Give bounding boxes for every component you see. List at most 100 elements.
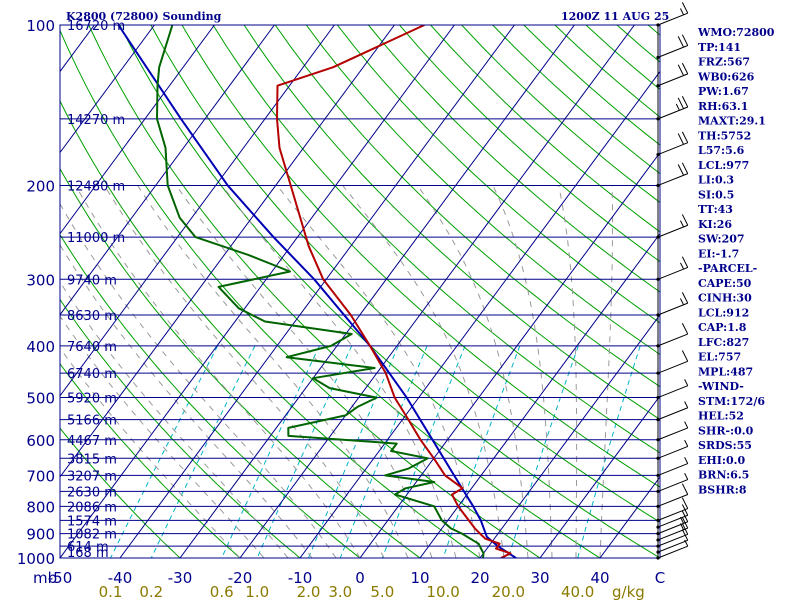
isotherm: [179, 25, 575, 558]
wind-barb-shaft: [657, 521, 688, 535]
wind-barb-flag: [677, 97, 685, 109]
wind-barb-flag: [681, 214, 689, 226]
height-label: 1082 m: [67, 528, 117, 543]
wind-barb-dot: [656, 525, 660, 529]
wind-barb-flag: [684, 439, 689, 447]
index-value: LFC:827: [698, 336, 749, 349]
index-value: BSHR:8: [698, 483, 747, 496]
isotherm: [60, 25, 215, 235]
mixing-ratio-label: 10.0: [426, 583, 459, 600]
isotherm: [60, 25, 275, 316]
wind-barb: [656, 510, 689, 536]
wind-barb: [656, 214, 689, 239]
wind-barb-flag: [681, 483, 689, 495]
wind-barb-dot: [656, 55, 660, 59]
dry-adiabat: [523, 25, 660, 146]
wind-barb-flag: [684, 421, 689, 429]
height-label: 614 m: [67, 540, 109, 555]
wind-barb-dot: [656, 556, 660, 560]
wind-barb-shaft: [657, 494, 688, 507]
wind-barb-shaft: [657, 224, 688, 238]
wind-barb-shaft: [657, 142, 688, 156]
wind-barb: [656, 2, 689, 27]
index-value: WMO:72800: [697, 26, 775, 39]
temperature-tick: C: [655, 569, 665, 587]
mixing-ratio-label: 40.0: [561, 583, 594, 600]
wind-barb: [656, 473, 689, 494]
wind-barb-dot: [656, 550, 660, 554]
height-label: 5920 m: [67, 392, 117, 407]
mixing-ratio-line: [256, 345, 353, 558]
temperature-tick: 40: [590, 569, 609, 587]
height-label: 1574 m: [67, 514, 117, 529]
pressure-label: 100: [26, 17, 55, 35]
index-value: RH:63.1: [698, 100, 748, 113]
height-label: 14270 m: [67, 113, 125, 128]
mixing-ratio-label: 5.0: [370, 583, 394, 600]
index-value: SHR-:0.0: [698, 424, 754, 437]
wind-barb-dot: [656, 456, 660, 460]
temperature-tick: -20: [228, 569, 253, 587]
wind-barb: [656, 421, 689, 442]
wind-barb: [656, 483, 689, 508]
wind-barb-flag: [679, 220, 685, 228]
index-value: SI:0.5: [698, 188, 734, 201]
wind-barb: [656, 34, 689, 59]
wind-barb-dot: [656, 395, 660, 400]
height-label: 168 m: [67, 546, 109, 561]
background-grid: [60, 25, 660, 558]
pressure-label: 700: [26, 467, 55, 485]
isotherm: [359, 151, 660, 558]
wind-barb-shaft: [657, 45, 688, 58]
dry-adiabat: [119, 25, 660, 558]
index-value: CAP:1.8: [698, 321, 747, 334]
moist-adiabat: [417, 185, 529, 558]
wind-barb-flag: [677, 64, 685, 76]
temperature-tick: -30: [168, 569, 193, 587]
pressure-unit-label: mb: [33, 569, 57, 587]
wind-barb-flag: [677, 133, 685, 145]
index-value: L57:5.6: [698, 144, 745, 157]
wind-barb: [656, 162, 689, 188]
temperature-tick: -40: [108, 569, 133, 587]
height-label: 9740 m: [67, 273, 117, 288]
mixing-ratio-label: 2.0: [297, 583, 321, 600]
wind-barb-dot: [656, 518, 660, 522]
wind-barb-flag: [681, 2, 689, 14]
wind-barb-shaft: [657, 445, 688, 459]
parcel-trace: [117, 25, 517, 558]
pressure-label: 800: [26, 498, 55, 516]
index-value: PW:1.67: [698, 85, 749, 98]
wind-barb-flag: [684, 379, 689, 386]
pressure-label: 1000: [17, 550, 55, 568]
index-value: BRN:6.5: [698, 469, 749, 482]
pressure-label: 300: [26, 271, 55, 289]
isotherm: [60, 25, 455, 558]
wind-barb: [656, 323, 689, 348]
wind-barb: [656, 256, 689, 281]
height-label: 12480 m: [67, 179, 125, 194]
isotherm: [239, 25, 635, 558]
temperature-tick: 0: [355, 569, 365, 587]
mixing-ratio-label: 0.6: [210, 583, 234, 600]
wind-barb-shaft: [657, 545, 688, 559]
moist-adiabat: [492, 185, 553, 558]
isotherm: [299, 70, 660, 558]
wind-barbs: [656, 2, 689, 560]
height-label: 11000 m: [67, 231, 125, 246]
height-label: 4467 m: [67, 434, 117, 449]
wind-barb-flag: [681, 497, 689, 509]
moist-adiabat: [60, 202, 337, 558]
wind-barb: [656, 401, 689, 422]
wind-barb-shaft: [657, 463, 688, 476]
wind-barb-dot: [656, 152, 660, 157]
pressure-label: 400: [26, 338, 55, 356]
wind-barb-shaft: [657, 427, 688, 441]
wind-barb-shaft: [657, 267, 688, 280]
wind-barb-dot: [656, 23, 660, 27]
wind-barb-flag: [679, 262, 685, 270]
mixing-ratio-label: 0.1: [99, 583, 123, 600]
temperature-tick: 20: [470, 569, 489, 587]
